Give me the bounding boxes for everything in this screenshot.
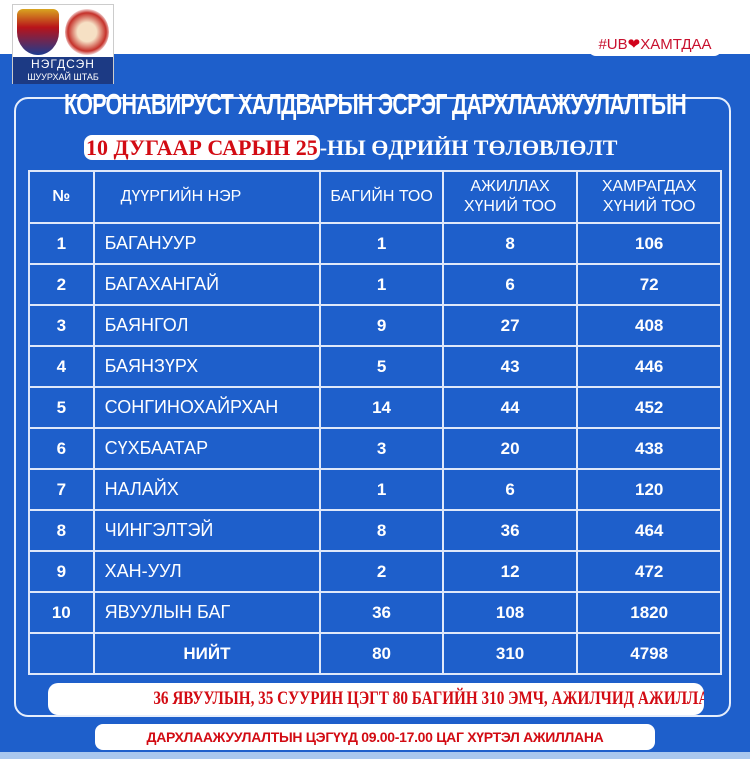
district-name: СОНГИНОХАЙРХАН xyxy=(92,386,322,429)
staff-count: 44 xyxy=(441,386,579,429)
team-count: 2 xyxy=(319,550,444,593)
logo-line1: НЭГДСЭН xyxy=(31,57,95,71)
content-frame xyxy=(14,97,731,717)
coverage-count: 446 xyxy=(576,345,722,388)
subtitle-rest: -НЫ ӨДРИЙН ТӨЛӨВЛӨЛТ xyxy=(319,135,618,160)
staff-count: 108 xyxy=(441,591,579,634)
bottom-strip xyxy=(0,752,750,759)
row-number: 7 xyxy=(28,468,95,511)
hashtag-suffix: ХАМТДАА xyxy=(640,36,712,53)
column-header: ДҮҮРГИЙН НЭР xyxy=(92,170,322,224)
coverage-count: 120 xyxy=(576,468,722,511)
staff-count: 310 xyxy=(441,632,579,675)
hashtag-prefix: #UB xyxy=(598,36,628,53)
staff-count: 12 xyxy=(441,550,579,593)
total-row: НИЙТ 80 310 4798 xyxy=(28,632,722,675)
column-header: БАГИЙН ТОО xyxy=(319,170,444,224)
subtitle: 10 ДУГААР САРЫН 25-НЫ ӨДРИЙН ТӨЛӨВЛӨЛТ xyxy=(84,134,617,162)
column-header: № xyxy=(28,170,95,224)
staff-count: 43 xyxy=(441,345,579,388)
team-count: 80 xyxy=(319,632,444,675)
table-header: № ДҮҮРГИЙН НЭР БАГИЙН ТОО АЖИЛЛАХ ХҮНИЙ ТОО… xyxy=(28,170,722,224)
team-count: 1 xyxy=(319,222,444,265)
city-emblem-icon xyxy=(65,9,109,55)
page-title: КОРОНАВИРУСТ ХАЛДВАРЫН ЭСРЭГ ДАРХЛААЖУУЛ… xyxy=(63,89,687,121)
shield-emblem-icon xyxy=(17,9,59,55)
coverage-count: 452 xyxy=(576,386,722,429)
staff-count: 6 xyxy=(441,263,579,306)
district-name: ХАН-УУЛ xyxy=(92,550,322,593)
coverage-count: 1820 xyxy=(576,591,722,634)
headquarters-logo: НЭГДСЭН ШУУРХАЙ ШТАБ xyxy=(12,4,114,84)
coverage-count: 472 xyxy=(576,550,722,593)
coverage-count: 4798 xyxy=(576,632,722,675)
row-number: 8 xyxy=(28,509,95,552)
district-name: ЧИНГЭЛТЭЙ xyxy=(92,509,322,552)
subtitle-date: 10 ДУГААР САРЫН 25 xyxy=(84,135,320,160)
table-row: 7 НАЛАЙХ 1 6 120 xyxy=(28,468,722,511)
staff-count: 27 xyxy=(441,304,579,347)
summary-text: 36 ЯВУУЛЫН, 35 СУУРИН ЦЭГТ 80 БАГИЙН 310… xyxy=(153,688,704,709)
logo-text: НЭГДСЭН ШУУРХАЙ ШТАБ xyxy=(13,57,113,84)
column-header: ХАМРАГДАХ ХҮНИЙ ТОО xyxy=(576,170,722,224)
coverage-count: 72 xyxy=(576,263,722,306)
team-count: 9 xyxy=(319,304,444,347)
table-row: 3 БАЯНГОЛ 9 27 408 xyxy=(28,304,722,347)
row-number: 1 xyxy=(28,222,95,265)
coverage-count: 408 xyxy=(576,304,722,347)
coverage-count: 106 xyxy=(576,222,722,265)
row-number: 2 xyxy=(28,263,95,306)
table-row: 10 ЯВУУЛЫН БАГ 36 108 1820 xyxy=(28,591,722,634)
row-number: 4 xyxy=(28,345,95,388)
district-name: БАГАХАНГАЙ xyxy=(92,263,322,306)
summary-banner: 36 ЯВУУЛЫН, 35 СУУРИН ЦЭГТ 80 БАГИЙН 310… xyxy=(48,683,704,715)
table-row: 9 ХАН-УУЛ 2 12 472 xyxy=(28,550,722,593)
team-count: 14 xyxy=(319,386,444,429)
row-number xyxy=(28,632,95,675)
district-name: ЯВУУЛЫН БАГ xyxy=(92,591,322,634)
hashtag-badge: #UB❤ХАМТДАА xyxy=(588,34,722,56)
district-name: БАГАНУУР xyxy=(92,222,322,265)
table-row: 2 БАГАХАНГАЙ 1 6 72 xyxy=(28,263,722,306)
district-name: БАЯНГОЛ xyxy=(92,304,322,347)
team-count: 5 xyxy=(319,345,444,388)
district-name: БАЯНЗҮРХ xyxy=(92,345,322,388)
staff-count: 20 xyxy=(441,427,579,470)
table-row: 6 СҮХБААТАР 3 20 438 xyxy=(28,427,722,470)
logo-line2: ШУУРХАЙ ШТАБ xyxy=(27,72,99,82)
vaccination-table: № ДҮҮРГИЙН НЭР БАГИЙН ТОО АЖИЛЛАХ ХҮНИЙ ТОО… xyxy=(28,170,722,675)
district-name: СҮХБААТАР xyxy=(92,427,322,470)
district-name: НАЛАЙХ xyxy=(92,468,322,511)
staff-count: 6 xyxy=(441,468,579,511)
team-count: 1 xyxy=(319,263,444,306)
coverage-count: 464 xyxy=(576,509,722,552)
coverage-count: 438 xyxy=(576,427,722,470)
district-name: НИЙТ xyxy=(92,632,322,675)
team-count: 1 xyxy=(319,468,444,511)
row-number: 10 xyxy=(28,591,95,634)
team-count: 3 xyxy=(319,427,444,470)
team-count: 36 xyxy=(319,591,444,634)
row-number: 5 xyxy=(28,386,95,429)
hours-banner: ДАРХЛААЖУУЛАЛТЫН ЦЭГҮҮД 09.00-17.00 ЦАГ … xyxy=(95,724,655,750)
row-number: 3 xyxy=(28,304,95,347)
table-row: 5 СОНГИНОХАЙРХАН 14 44 452 xyxy=(28,386,722,429)
table-row: 4 БАЯНЗҮРХ 5 43 446 xyxy=(28,345,722,388)
staff-count: 36 xyxy=(441,509,579,552)
row-number: 9 xyxy=(28,550,95,593)
heart-icon: ❤ xyxy=(627,36,641,53)
team-count: 8 xyxy=(319,509,444,552)
column-header: АЖИЛЛАХ ХҮНИЙ ТОО xyxy=(441,170,579,224)
table-row: 8 ЧИНГЭЛТЭЙ 8 36 464 xyxy=(28,509,722,552)
table-row: 1 БАГАНУУР 1 8 106 xyxy=(28,222,722,265)
staff-count: 8 xyxy=(441,222,579,265)
row-number: 6 xyxy=(28,427,95,470)
